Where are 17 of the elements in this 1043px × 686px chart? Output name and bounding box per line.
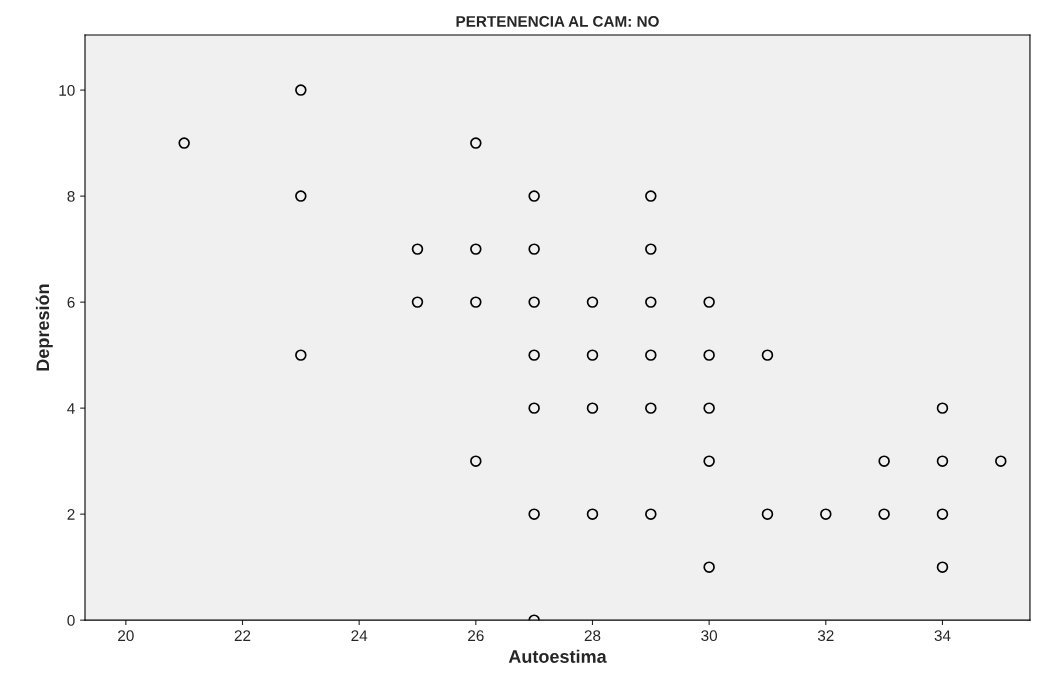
y-tick-label: 0 — [67, 615, 75, 626]
x-tick-label: 20 — [118, 630, 134, 642]
y-tick-label: 10 — [59, 84, 75, 96]
x-tick-label: 26 — [468, 630, 484, 642]
x-tick-label: 30 — [701, 630, 718, 642]
chart-title: PERTENENCIA AL CAM: NO — [456, 15, 659, 27]
y-tick-label: 2 — [67, 509, 75, 520]
y-tick-label: 8 — [67, 190, 75, 202]
y-axis-title: Depresión — [35, 284, 53, 371]
x-tick-label: 22 — [234, 630, 251, 641]
x-tick-label: 32 — [817, 630, 834, 642]
y-tick-label: 4 — [67, 403, 75, 414]
x-tick-label: 28 — [584, 630, 601, 642]
y-tick-label: 6 — [67, 296, 75, 308]
x-tick-label: 34 — [934, 630, 951, 642]
x-axis-title: Autoestima — [508, 649, 607, 663]
x-tick-label: 24 — [351, 630, 368, 641]
